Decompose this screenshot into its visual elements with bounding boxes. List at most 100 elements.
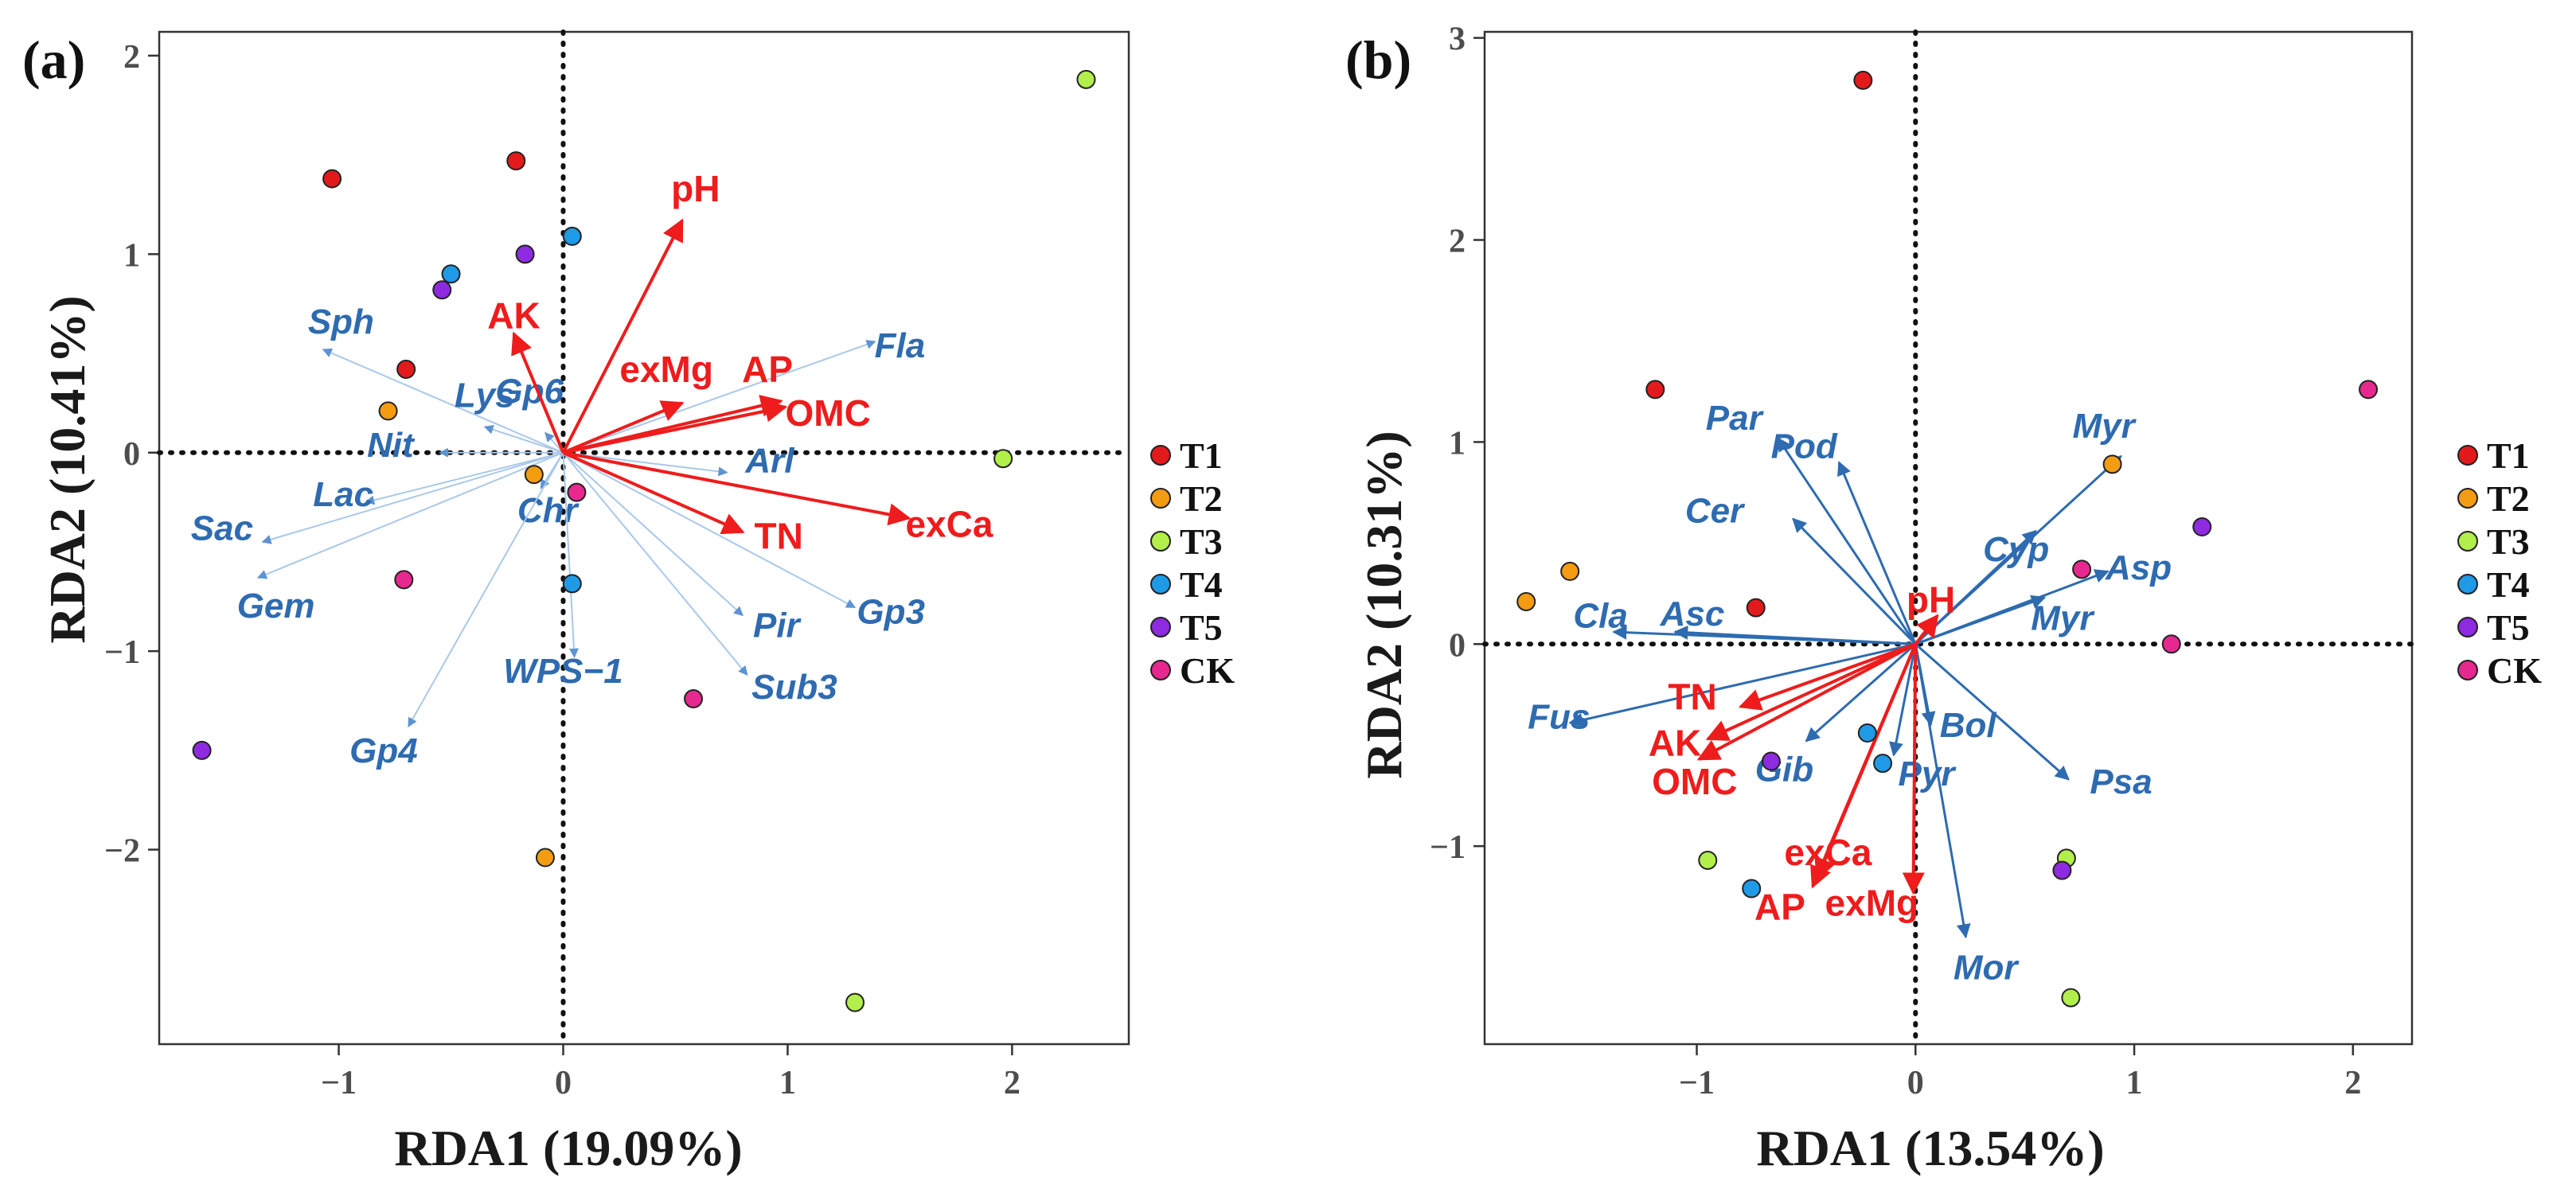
x-axis-title-a: RDA1 (19.09%)	[394, 1120, 742, 1176]
species-arrow-a	[322, 348, 564, 454]
legend-label-t4: T4	[2487, 564, 2530, 605]
species-arrow-b	[1568, 642, 1916, 727]
x-tick-label-b: 1	[2126, 1065, 2143, 1101]
env-label-a: exMg	[619, 349, 713, 390]
env-arrow-a	[561, 218, 684, 454]
sample-point-t3	[1698, 850, 1718, 870]
legend-swatch-t1	[1150, 445, 1171, 466]
y-axis-title-a: RDA2 (10.41%)	[39, 295, 96, 643]
env-label-b: pH	[1907, 579, 1955, 620]
species-label-b: Pod	[1771, 427, 1838, 466]
env-label-b: OMC	[1652, 761, 1737, 802]
x-tick-label-a: −1	[321, 1065, 357, 1101]
legend-swatch-t5	[1150, 617, 1171, 637]
species-label-b: Myr	[2072, 407, 2137, 446]
species-label-a: Gp3	[857, 592, 925, 631]
env-arrow-a	[563, 400, 788, 454]
sample-point-t3	[993, 449, 1013, 469]
legend-swatch-t2	[1150, 488, 1171, 509]
env-label-a: AK	[487, 295, 540, 337]
sample-point-ck	[2359, 380, 2379, 400]
species-label-b: Asp	[2105, 548, 2172, 587]
legend-label-ck: CK	[2487, 650, 2542, 691]
sample-point-t1	[1746, 598, 1766, 618]
species-arrow-a	[562, 452, 579, 658]
env-label-a: TN	[755, 516, 803, 557]
sample-point-t5	[1761, 751, 1781, 771]
species-arrow-b	[1914, 644, 1971, 939]
species-label-b: Psa	[2090, 762, 2152, 801]
sample-point-ck	[2072, 559, 2092, 579]
env-label-b: AK	[1649, 723, 1701, 764]
y-tick-label-a: 0	[123, 436, 140, 473]
legend-label-ck: CK	[1180, 650, 1235, 691]
x-axis-title-b: RDA1 (13.54%)	[1756, 1120, 2104, 1176]
species-label-a: WPS−1	[503, 652, 623, 691]
sample-point-t4	[562, 574, 582, 594]
species-arrow-a	[563, 451, 728, 477]
plot-frame-b	[1483, 30, 2414, 1046]
legend-swatch-t3	[1150, 531, 1171, 552]
species-label-b: Myr	[2031, 598, 2095, 637]
species-label-a: Gem	[237, 587, 315, 626]
env-arrow-a	[563, 450, 911, 526]
species-arrow-b	[1837, 461, 1917, 645]
x-tick-label-a: 2	[1004, 1065, 1021, 1101]
legend-label-t3: T3	[1180, 521, 1223, 562]
species-arrow-a	[365, 451, 564, 505]
legend-swatch-t4	[1150, 574, 1171, 594]
legend-swatch-ck	[2457, 660, 2478, 680]
sample-point-ck	[567, 482, 587, 502]
species-label-b: Pyr	[1899, 754, 1957, 793]
env-label-a: pH	[671, 168, 720, 209]
species-arrow-b	[1889, 644, 1917, 757]
env-label-a: exCa	[905, 504, 993, 545]
species-arrow-a	[408, 452, 564, 727]
species-label-a: Gp4	[349, 731, 418, 770]
sample-point-t2	[524, 465, 544, 485]
sample-point-t3	[1076, 69, 1096, 89]
y-tick-label-b: 0	[1449, 627, 1466, 664]
sample-point-t4	[562, 226, 582, 246]
legend-label-t4: T4	[1180, 564, 1223, 605]
species-label-b: Cyp	[1983, 530, 2049, 569]
sample-point-t2	[378, 401, 398, 421]
species-label-b: Asc	[1660, 594, 1725, 633]
env-arrow-b	[1696, 642, 1917, 761]
y-tick-label-b: 1	[1449, 425, 1466, 462]
species-label-a: Nit	[367, 426, 416, 465]
species-label-b: Bol	[1940, 706, 1997, 745]
sample-point-t4	[1857, 723, 1877, 743]
species-label-a: Arl	[744, 442, 794, 481]
legend-label-t5: T5	[1180, 607, 1223, 648]
legend-label-t2: T2	[2487, 478, 2530, 519]
legend-label-t5: T5	[2487, 607, 2530, 648]
sample-point-t1	[506, 151, 526, 171]
legend-swatch-ck	[1150, 660, 1171, 680]
y-tick-label-b: 2	[1449, 224, 1466, 260]
panel-label-b: (b)	[1345, 29, 1411, 90]
sample-point-ck	[2161, 634, 2181, 654]
y-tick-label-a: −2	[104, 833, 140, 870]
species-label-a: Sac	[191, 509, 253, 548]
sample-point-t4	[441, 264, 461, 284]
species-label-a: Gp6	[495, 372, 564, 411]
sample-point-t3	[845, 992, 865, 1012]
y-tick-label-a: −1	[104, 634, 140, 671]
species-label-a: Lys	[455, 376, 515, 415]
y-tick-label-b: −1	[1430, 829, 1466, 866]
species-arrow-a	[563, 340, 876, 454]
sample-point-t5	[432, 280, 452, 300]
species-label-a: Sub3	[751, 668, 837, 707]
x-tick-label-a: 1	[779, 1065, 796, 1101]
panel-label-a: (a)	[22, 29, 85, 90]
env-arrow-b	[1738, 642, 1916, 711]
sample-point-t2	[2102, 454, 2122, 474]
species-label-b: Cer	[1685, 492, 1746, 531]
sample-point-t5	[192, 740, 212, 760]
x-tick-label-b: 2	[2344, 1065, 2361, 1101]
env-arrow-b	[1914, 614, 1939, 645]
